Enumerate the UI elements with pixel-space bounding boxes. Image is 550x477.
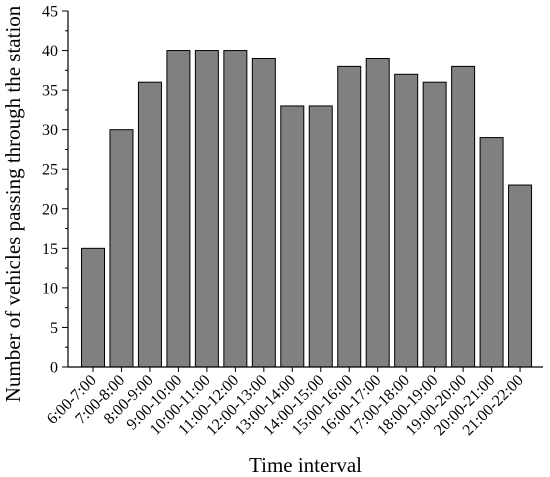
bars-layer [81,50,533,368]
bar-15:00-16:00 [337,65,362,368]
y-tick-label: 15 [42,241,58,258]
y-tick-label: 40 [42,43,58,60]
bar-12:00-13:00 [251,57,276,368]
y-tick-label: 20 [42,201,58,218]
bar-14:00-15:00 [308,105,333,368]
bar-11:00-12:00 [223,50,248,368]
bar-21:00-22:00 [508,184,533,368]
y-tick-label: 25 [42,162,58,179]
bar-20:00-21:00 [479,137,504,368]
axes-layer [62,10,543,372]
bar-17:00-18:00 [394,73,419,368]
bar-8:00-9:00 [137,81,162,368]
y-tick-label: 45 [42,4,58,21]
y-tick-label: 5 [50,320,58,337]
y-tick-label: 0 [50,360,58,377]
bar-6:00-7:00 [81,247,105,368]
bar-13:00-14:00 [280,105,305,368]
bar-10:00-11:00 [194,50,219,368]
y-tick-label: 30 [42,122,58,139]
bar-19:00-20:00 [451,65,476,368]
y-axis-title: Number of vehicles passing through the s… [1,5,25,402]
x-axis-title: Time interval [249,453,362,477]
bar-9:00-10:00 [166,50,191,368]
y-tick-label: 10 [42,280,58,297]
bar-16:00-17:00 [365,57,390,368]
bar-18:00-19:00 [422,81,447,368]
bar-7:00-8:00 [109,129,134,368]
y-tick-label: 35 [42,83,58,100]
